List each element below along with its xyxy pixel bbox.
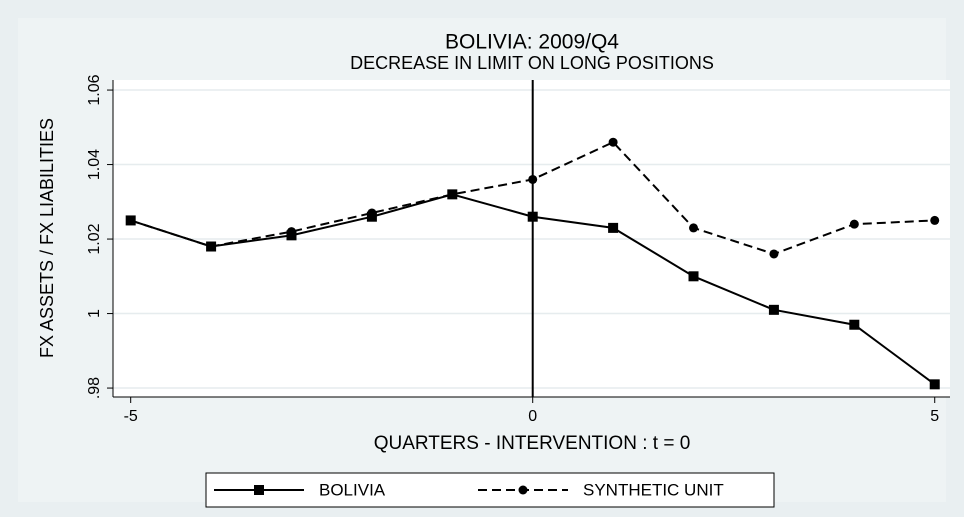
legend: BOLIVIA SYNTHETIC UNIT <box>205 472 775 508</box>
legend-label: SYNTHETIC UNIT <box>583 480 724 499</box>
marker <box>849 319 860 330</box>
x-tick-label: 5 <box>930 408 939 425</box>
y-tick-label: 1.02 <box>86 223 103 254</box>
x-axis-label: QUARTERS - INTERVENTION : t = 0 <box>374 433 691 454</box>
marker <box>688 271 699 282</box>
y-tick-label: 1.04 <box>86 149 103 180</box>
y-tick-label: 1 <box>86 309 103 318</box>
legend-marker <box>254 485 264 495</box>
y-tick-label: 1.06 <box>86 74 103 105</box>
marker <box>849 219 859 229</box>
y-tick-label: .98 <box>86 377 103 399</box>
marker <box>608 222 619 233</box>
x-tick-label: -5 <box>124 408 138 425</box>
marker <box>930 215 940 225</box>
y-axis-label: FX ASSETS / FX LIABILITIES <box>37 118 57 358</box>
chart-title: BOLIVIA: 2009/Q4 <box>445 31 619 54</box>
marker <box>447 189 457 199</box>
legend-label: BOLIVIA <box>319 480 386 499</box>
marker <box>206 242 216 252</box>
marker <box>528 174 538 184</box>
chart-subtitle: DECREASE IN LIMIT ON LONG POSITIONS <box>350 53 714 73</box>
marker <box>689 223 699 233</box>
marker <box>527 211 538 222</box>
marker <box>929 379 940 390</box>
x-tick-label: 0 <box>528 408 537 425</box>
marker <box>126 215 136 225</box>
marker <box>367 208 377 218</box>
marker <box>769 249 779 259</box>
marker <box>608 137 618 147</box>
marker <box>768 304 779 315</box>
marker <box>286 227 296 237</box>
legend-marker <box>518 485 528 495</box>
